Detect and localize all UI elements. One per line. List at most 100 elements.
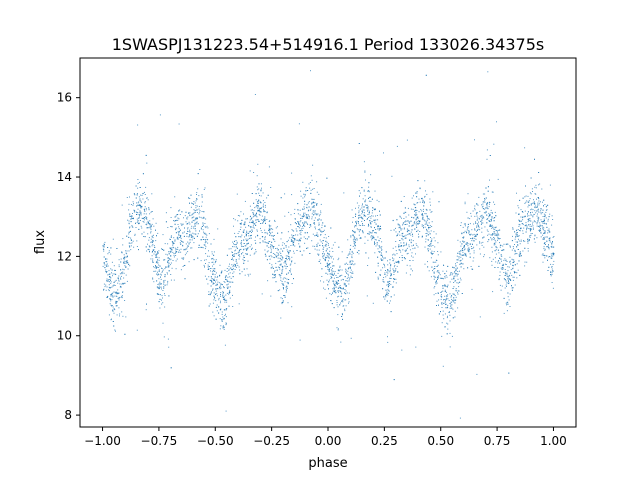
data-point xyxy=(473,250,475,252)
data-point xyxy=(189,239,191,241)
data-point xyxy=(286,285,288,287)
data-point xyxy=(120,258,122,260)
data-point xyxy=(178,228,180,230)
data-point xyxy=(223,295,225,297)
data-point xyxy=(446,322,448,324)
data-point xyxy=(409,249,411,251)
data-point xyxy=(395,268,397,270)
data-point xyxy=(171,248,173,250)
data-point xyxy=(430,211,432,213)
data-point xyxy=(358,205,360,207)
data-point xyxy=(236,193,238,195)
data-point xyxy=(106,261,108,263)
data-point xyxy=(387,290,389,292)
data-point xyxy=(356,223,357,225)
data-point xyxy=(320,210,322,212)
data-point xyxy=(176,214,178,216)
data-point xyxy=(303,193,305,195)
data-point xyxy=(347,270,349,272)
data-point xyxy=(543,221,544,223)
data-point xyxy=(513,261,514,263)
data-point xyxy=(188,197,190,199)
data-point xyxy=(322,257,324,259)
data-point xyxy=(290,240,292,242)
data-point xyxy=(400,251,402,253)
data-point xyxy=(424,213,426,215)
data-point xyxy=(544,222,545,224)
data-point xyxy=(480,224,482,225)
data-point xyxy=(426,232,428,234)
data-point xyxy=(472,210,474,212)
data-point xyxy=(240,244,242,246)
data-point xyxy=(550,257,552,259)
data-point xyxy=(255,242,257,244)
data-point xyxy=(406,223,408,225)
data-point xyxy=(181,211,183,213)
data-point xyxy=(204,239,206,241)
data-point xyxy=(208,255,210,257)
data-point xyxy=(375,219,377,221)
data-point xyxy=(424,223,426,225)
data-point xyxy=(352,231,354,232)
data-point xyxy=(275,227,277,229)
data-point xyxy=(169,238,171,240)
data-point xyxy=(507,266,509,268)
data-point xyxy=(356,237,358,239)
data-point xyxy=(144,202,146,204)
data-point xyxy=(232,268,234,270)
data-point xyxy=(120,286,122,288)
data-point xyxy=(518,255,520,257)
data-point xyxy=(140,207,142,209)
data-point xyxy=(532,228,534,230)
data-point xyxy=(328,253,330,255)
data-point xyxy=(181,257,183,259)
data-point xyxy=(475,221,476,223)
data-point xyxy=(344,299,346,301)
data-point xyxy=(265,255,267,257)
data-point xyxy=(103,263,105,265)
data-point xyxy=(337,296,339,298)
data-point xyxy=(207,266,209,268)
data-point xyxy=(207,242,209,244)
data-point xyxy=(367,225,369,227)
data-point xyxy=(532,216,534,218)
data-point xyxy=(118,280,120,282)
data-point xyxy=(213,292,215,294)
data-point xyxy=(528,200,530,202)
data-point xyxy=(481,216,483,218)
data-point xyxy=(172,246,174,248)
data-point xyxy=(179,234,181,236)
data-point xyxy=(382,280,384,282)
data-point xyxy=(489,203,490,205)
data-point xyxy=(251,193,253,194)
data-point xyxy=(543,254,545,256)
data-point xyxy=(549,237,551,239)
data-point xyxy=(430,252,432,254)
data-point xyxy=(282,301,284,303)
data-point xyxy=(257,210,259,212)
data-point xyxy=(128,236,130,238)
data-point xyxy=(183,235,185,237)
data-point xyxy=(484,212,486,214)
data-point xyxy=(453,299,455,301)
data-point xyxy=(553,254,555,256)
data-point xyxy=(297,209,299,211)
data-point xyxy=(507,270,509,272)
data-point xyxy=(210,243,212,245)
data-point xyxy=(428,270,430,272)
data-point xyxy=(498,278,500,280)
data-point xyxy=(448,300,450,301)
data-point xyxy=(152,277,154,279)
data-point xyxy=(140,212,142,214)
data-point xyxy=(427,245,429,247)
data-point xyxy=(313,214,315,216)
data-point xyxy=(156,266,157,268)
data-point xyxy=(501,249,503,251)
data-point xyxy=(191,247,193,249)
data-point xyxy=(401,259,403,261)
data-point xyxy=(443,285,445,287)
data-point xyxy=(289,259,291,261)
data-point xyxy=(180,240,182,241)
data-point xyxy=(168,270,170,272)
data-point xyxy=(403,227,405,229)
